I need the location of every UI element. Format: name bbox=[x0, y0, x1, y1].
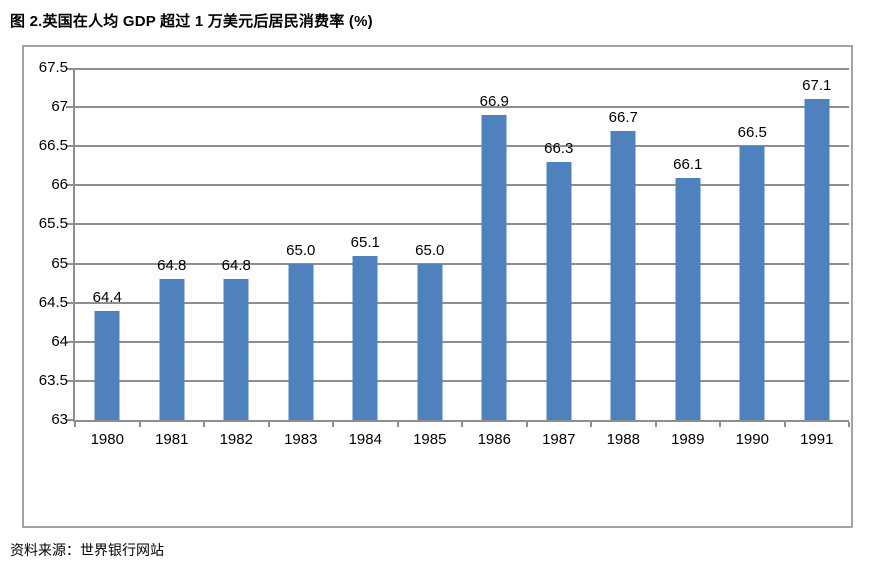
y-axis-tick-label: 67.5 bbox=[38, 59, 68, 76]
bar-1988 bbox=[610, 130, 636, 420]
gridline bbox=[75, 68, 849, 70]
bar-value-label: 66.1 bbox=[673, 155, 703, 173]
y-axis-tick bbox=[66, 262, 73, 265]
gridline bbox=[75, 145, 849, 148]
gridline bbox=[75, 184, 849, 187]
x-axis-category-label: 1986 bbox=[477, 431, 511, 448]
bar-value-label: 66.5 bbox=[737, 124, 767, 142]
y-axis-tick-label: 65.5 bbox=[38, 215, 68, 233]
x-axis-tick bbox=[396, 422, 399, 427]
bar-1980 bbox=[94, 310, 120, 420]
gridline bbox=[75, 379, 849, 382]
bar-1981 bbox=[159, 279, 185, 420]
x-axis-category-label: 1982 bbox=[219, 431, 253, 448]
bar-value-label: 66.9 bbox=[479, 92, 509, 110]
x-axis-category-label: 1983 bbox=[284, 431, 318, 448]
y-axis-tick-label: 63 bbox=[51, 411, 68, 428]
y-axis-tick-label: 64 bbox=[51, 332, 68, 350]
bar-value-label: 64.4 bbox=[92, 288, 122, 306]
x-axis-category-label: 1988 bbox=[606, 431, 640, 448]
gridline bbox=[75, 223, 849, 226]
bar-slot: 66.5 bbox=[720, 68, 785, 420]
y-axis-tick-label: 67 bbox=[51, 98, 68, 116]
gridline bbox=[75, 340, 849, 343]
y-axis-tick bbox=[66, 301, 73, 304]
x-axis-tick bbox=[203, 422, 205, 427]
y-axis-tick bbox=[66, 184, 73, 187]
chart-frame: 67.5 67 66.5 66 65.5 65 64.5 64 63.5 63 64.4 64.8 64… bbox=[22, 45, 853, 528]
y-axis-tick bbox=[66, 223, 73, 226]
bar-slot: 66.7 bbox=[591, 68, 656, 420]
x-axis-category-label: 1989 bbox=[671, 431, 705, 448]
bar-slot: 65.0 bbox=[398, 68, 463, 420]
x-axis-category-label: 1991 bbox=[800, 431, 834, 448]
x-axis-tick bbox=[332, 422, 334, 427]
bar-value-label: 64.8 bbox=[157, 257, 187, 275]
bar-1986 bbox=[481, 114, 507, 420]
bar-value-label: 65.1 bbox=[350, 233, 380, 251]
x-axis-tick bbox=[461, 422, 463, 427]
x-axis-tick bbox=[719, 422, 721, 427]
bar-value-label: 66.7 bbox=[608, 108, 638, 126]
bar-slot: 65.1 bbox=[333, 68, 398, 420]
y-axis-tick bbox=[66, 340, 73, 343]
bar-1983 bbox=[288, 263, 314, 420]
x-axis-category-label: 1984 bbox=[348, 431, 382, 448]
bar-slot: 66.3 bbox=[527, 68, 592, 420]
source-note: 资料来源：世界银行网站 bbox=[10, 542, 164, 558]
y-axis-tick bbox=[66, 419, 73, 421]
bar-slot: 67.1 bbox=[785, 68, 850, 420]
gridline bbox=[75, 301, 849, 304]
x-axis-tick bbox=[138, 422, 141, 427]
plot-area: 67.5 67 66.5 66 65.5 65 64.5 64 63.5 63 64.4 64.8 64… bbox=[39, 59, 850, 448]
bar-1984 bbox=[352, 255, 378, 420]
gridline bbox=[75, 106, 849, 109]
bar-1991 bbox=[804, 99, 830, 420]
chart-title: 图 2.英国在人均 GDP 超过 1 万美元后居民消费率 (%) bbox=[10, 13, 373, 30]
bar-1987 bbox=[546, 161, 572, 420]
x-axis-tick bbox=[74, 422, 76, 427]
y-axis-tick bbox=[66, 68, 73, 70]
x-axis-tick bbox=[783, 422, 786, 427]
x-axis-category-label: 1981 bbox=[155, 431, 189, 448]
x-axis-category-label: 1990 bbox=[735, 431, 769, 448]
bar-slot: 65.0 bbox=[269, 68, 334, 420]
y-axis-tick-label: 66 bbox=[51, 176, 68, 194]
bar-value-label: 65.0 bbox=[415, 241, 445, 259]
bar-1985 bbox=[417, 263, 443, 420]
y-axis-tick bbox=[66, 145, 73, 148]
bar-slot: 66.1 bbox=[656, 68, 721, 420]
y-axis-tick-label: 64.5 bbox=[38, 293, 68, 311]
bar-1989 bbox=[675, 177, 701, 420]
y-axis-tick bbox=[66, 379, 73, 382]
y-axis-tick-label: 65 bbox=[51, 254, 68, 272]
x-axis-line bbox=[73, 420, 849, 422]
x-axis-tick bbox=[267, 422, 270, 427]
bar-value-label: 64.8 bbox=[221, 257, 251, 275]
bar-1990 bbox=[739, 146, 765, 420]
bar-slot: 66.9 bbox=[462, 68, 527, 420]
bar-slot: 64.8 bbox=[140, 68, 205, 420]
x-axis-tick bbox=[654, 422, 657, 427]
x-axis-tick bbox=[848, 422, 850, 427]
bar-value-label: 66.3 bbox=[544, 139, 574, 157]
x-axis-tick bbox=[525, 422, 528, 427]
bar-slot: 64.4 bbox=[75, 68, 140, 420]
y-axis-line bbox=[73, 68, 75, 422]
x-axis-category-label: 1985 bbox=[413, 431, 447, 448]
bar-1982 bbox=[223, 279, 249, 420]
bar-value-label: 67.1 bbox=[802, 77, 832, 95]
bar-slot: 64.8 bbox=[204, 68, 269, 420]
y-axis-tick-label: 66.5 bbox=[38, 137, 68, 155]
x-axis-category-label: 1987 bbox=[542, 431, 576, 448]
gridline bbox=[75, 262, 849, 265]
bar-value-label: 65.0 bbox=[286, 241, 316, 259]
x-axis-tick bbox=[590, 422, 592, 427]
y-axis-tick-label: 63.5 bbox=[38, 371, 68, 389]
y-axis-tick bbox=[66, 106, 73, 109]
x-axis-category-label: 1980 bbox=[90, 431, 124, 448]
